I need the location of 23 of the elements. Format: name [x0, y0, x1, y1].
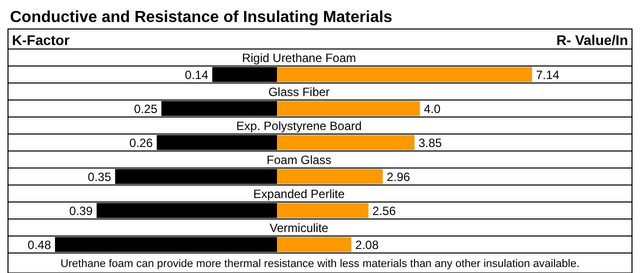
data-label: 0.14 [184, 68, 209, 82]
chart-title: Conductive and Resistance of Insulating Materials [10, 9, 392, 26]
text: Urethane foam can provide more thermal resistance with less materials than any other insulation available. [60, 258, 580, 270]
data-label: 2.08 [355, 238, 379, 252]
x-axis-title: K-Factor [12, 32, 70, 48]
y-tick-label: Expanded Perlite [253, 187, 346, 201]
y-tick-label: Vermiculite [270, 221, 329, 235]
data-label: 0.26 [129, 136, 154, 150]
data-label: 7.14 [536, 68, 560, 82]
data-label: 0.35 [88, 170, 112, 184]
y-tick-label: Foam Glass [266, 153, 332, 167]
data-label: 0.48 [28, 238, 52, 252]
data-label: 0.25 [134, 102, 158, 116]
y-tick-label: Exp. Polystyrene Board [236, 119, 362, 133]
data-label: 2.96 [386, 170, 410, 184]
data-label: 2.56 [372, 204, 396, 218]
bar [212, 67, 277, 82]
y-tick-label: Glass Fiber [268, 85, 330, 99]
y-tick-label: Rigid Urethane Foam [242, 51, 356, 65]
data-label: 3.85 [418, 136, 442, 150]
x-axis-title: R- Value/In [556, 32, 628, 48]
data-label: 0.39 [69, 204, 93, 218]
data-label: 4.0 [424, 102, 441, 116]
